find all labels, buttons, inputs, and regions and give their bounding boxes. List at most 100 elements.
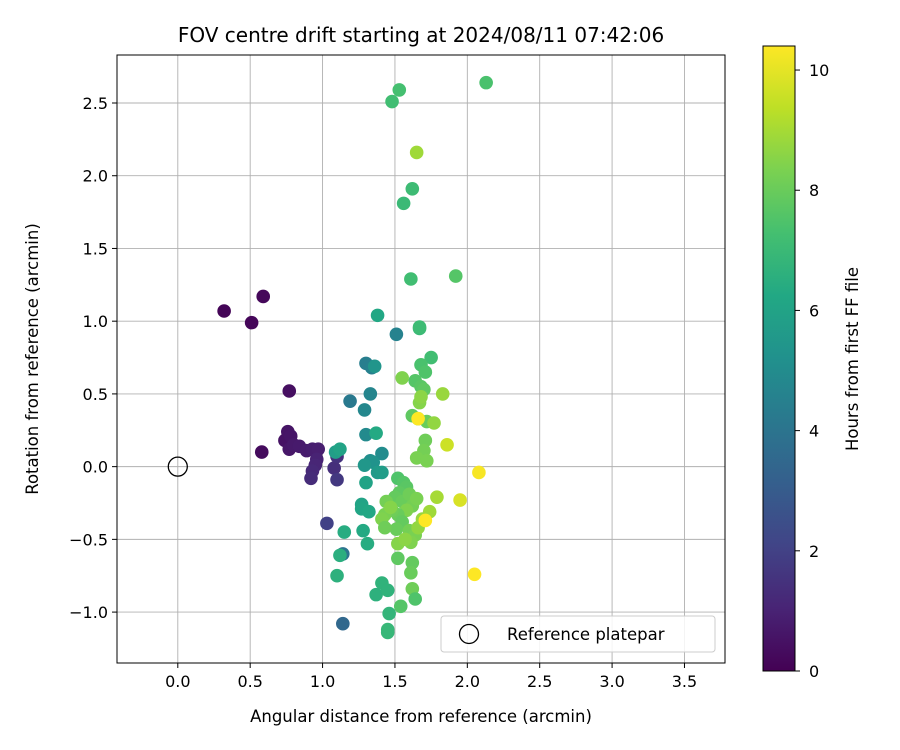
- scatter-point: [424, 350, 438, 365]
- scatter-point: [375, 465, 389, 480]
- x-axis-ticks: 0.0 0.5 1.0 1.5 2.0 2.5 3.0 3.5: [165, 663, 697, 691]
- scatter-point: [393, 599, 408, 614]
- scatter-point: [405, 555, 420, 570]
- colorbar-tick-label: 8: [809, 181, 819, 200]
- scatter-point: [256, 289, 271, 304]
- scatter-point: [357, 403, 372, 417]
- colorbar-tick-label: 4: [809, 422, 819, 441]
- scatter-point: [369, 426, 383, 440]
- x-tick-label: 0.5: [237, 672, 262, 691]
- scatter-point: [395, 371, 409, 385]
- scatter-point: [404, 272, 418, 286]
- scatter-point: [412, 320, 427, 334]
- y-tick-label: −0.5: [69, 530, 108, 549]
- scatter-point: [435, 387, 450, 401]
- scatter-point: [370, 308, 385, 323]
- y-tick-label: 0.5: [83, 385, 108, 404]
- legend-label-reference-platepar: Reference platepar: [507, 625, 665, 644]
- scatter-point: [411, 411, 425, 426]
- legend: Reference platepar: [440, 615, 716, 653]
- scatter-point: [440, 438, 454, 452]
- scatter-point: [282, 384, 297, 398]
- scatter-point: [398, 532, 412, 547]
- scatter-point: [254, 445, 269, 459]
- scatter-point: [380, 625, 395, 640]
- scatter-point: [467, 567, 482, 582]
- scatter-point: [389, 522, 404, 536]
- scatter-point: [453, 493, 467, 507]
- y-tick-label: 0.0: [83, 458, 108, 477]
- scatter-point: [392, 83, 407, 97]
- scatter-point: [380, 583, 395, 598]
- scatter-point: [359, 427, 373, 442]
- scatter-point: [244, 315, 259, 330]
- y-axis-label: Rotation from reference (arcmin): [23, 223, 42, 495]
- scatter-point: [330, 568, 344, 583]
- scatter-point: [327, 461, 341, 475]
- grid-lines: [117, 55, 725, 663]
- y-tick-label: 2.5: [83, 94, 108, 113]
- scatter-point: [418, 513, 433, 528]
- scatter-point: [419, 454, 434, 468]
- scatter-point: [389, 327, 404, 342]
- data-points: [217, 75, 493, 640]
- scatter-point: [330, 472, 344, 487]
- colorbar-tick-label: 0: [809, 662, 819, 681]
- scatter-point: [472, 465, 486, 480]
- scatter-point: [311, 442, 326, 456]
- scatter-point: [336, 616, 350, 631]
- scatter-point: [367, 359, 382, 374]
- scatter-point: [304, 471, 318, 486]
- scatter-point: [409, 145, 424, 160]
- y-axis-ticks: −1.0 −0.5 0.0 0.5 1.0 1.5 2.0 2.5: [69, 94, 117, 622]
- y-tick-label: −1.0: [69, 603, 108, 622]
- colorbar-label: Hours from first FF file: [843, 267, 862, 451]
- chart-title: FOV centre drift starting at 2024/08/11 …: [178, 23, 664, 47]
- scatter-point: [418, 365, 433, 379]
- scatter-point: [378, 520, 392, 535]
- x-tick-label: 3.5: [672, 672, 697, 691]
- scatter-point: [408, 592, 423, 606]
- colorbar-tick-label: 10: [809, 61, 829, 80]
- scatter-point: [375, 446, 389, 461]
- colorbar-tick-label: 6: [809, 301, 819, 320]
- scatter-point: [382, 606, 396, 621]
- scatter-point: [360, 536, 375, 551]
- scatter-point: [333, 442, 347, 456]
- scatter-point: [362, 504, 376, 519]
- scatter-point: [333, 548, 347, 563]
- scatter-point: [363, 387, 378, 401]
- x-axis-label: Angular distance from reference (arcmin): [250, 707, 592, 726]
- scatter-point: [320, 516, 334, 531]
- scatter-point: [385, 94, 399, 109]
- y-tick-label: 1.5: [83, 239, 108, 258]
- x-tick-label: 2.5: [527, 672, 552, 691]
- legend-box: [440, 615, 716, 653]
- scatter-point: [356, 523, 370, 538]
- colorbar-ticks: 0 2 4 6 8 10: [795, 61, 829, 681]
- reference-platepar-marker: [167, 456, 188, 477]
- colorbar-tick-label: 2: [809, 542, 819, 561]
- scatter-point: [217, 304, 231, 318]
- x-tick-label: 3.0: [599, 672, 624, 691]
- scatter-point: [405, 182, 420, 196]
- scatter-point: [479, 75, 493, 90]
- scatter-point: [418, 433, 433, 448]
- scatter-point: [396, 196, 411, 211]
- scatter-point: [357, 458, 372, 472]
- colorbar-gradient: [762, 45, 796, 672]
- x-tick-label: 0.0: [165, 672, 190, 691]
- x-tick-label: 2.0: [455, 672, 480, 691]
- scatter-point: [391, 551, 405, 566]
- scatter-point: [404, 566, 418, 580]
- legend-marker-open-circle: [458, 623, 480, 645]
- reference-marker-group: [167, 456, 188, 477]
- scatter-point: [383, 500, 398, 515]
- scatter-point: [448, 269, 463, 283]
- plot-frame: [116, 54, 726, 664]
- scatter-point: [359, 475, 373, 490]
- scatter-point: [337, 525, 352, 539]
- scatter-point: [430, 490, 444, 504]
- scatter-point: [343, 394, 357, 408]
